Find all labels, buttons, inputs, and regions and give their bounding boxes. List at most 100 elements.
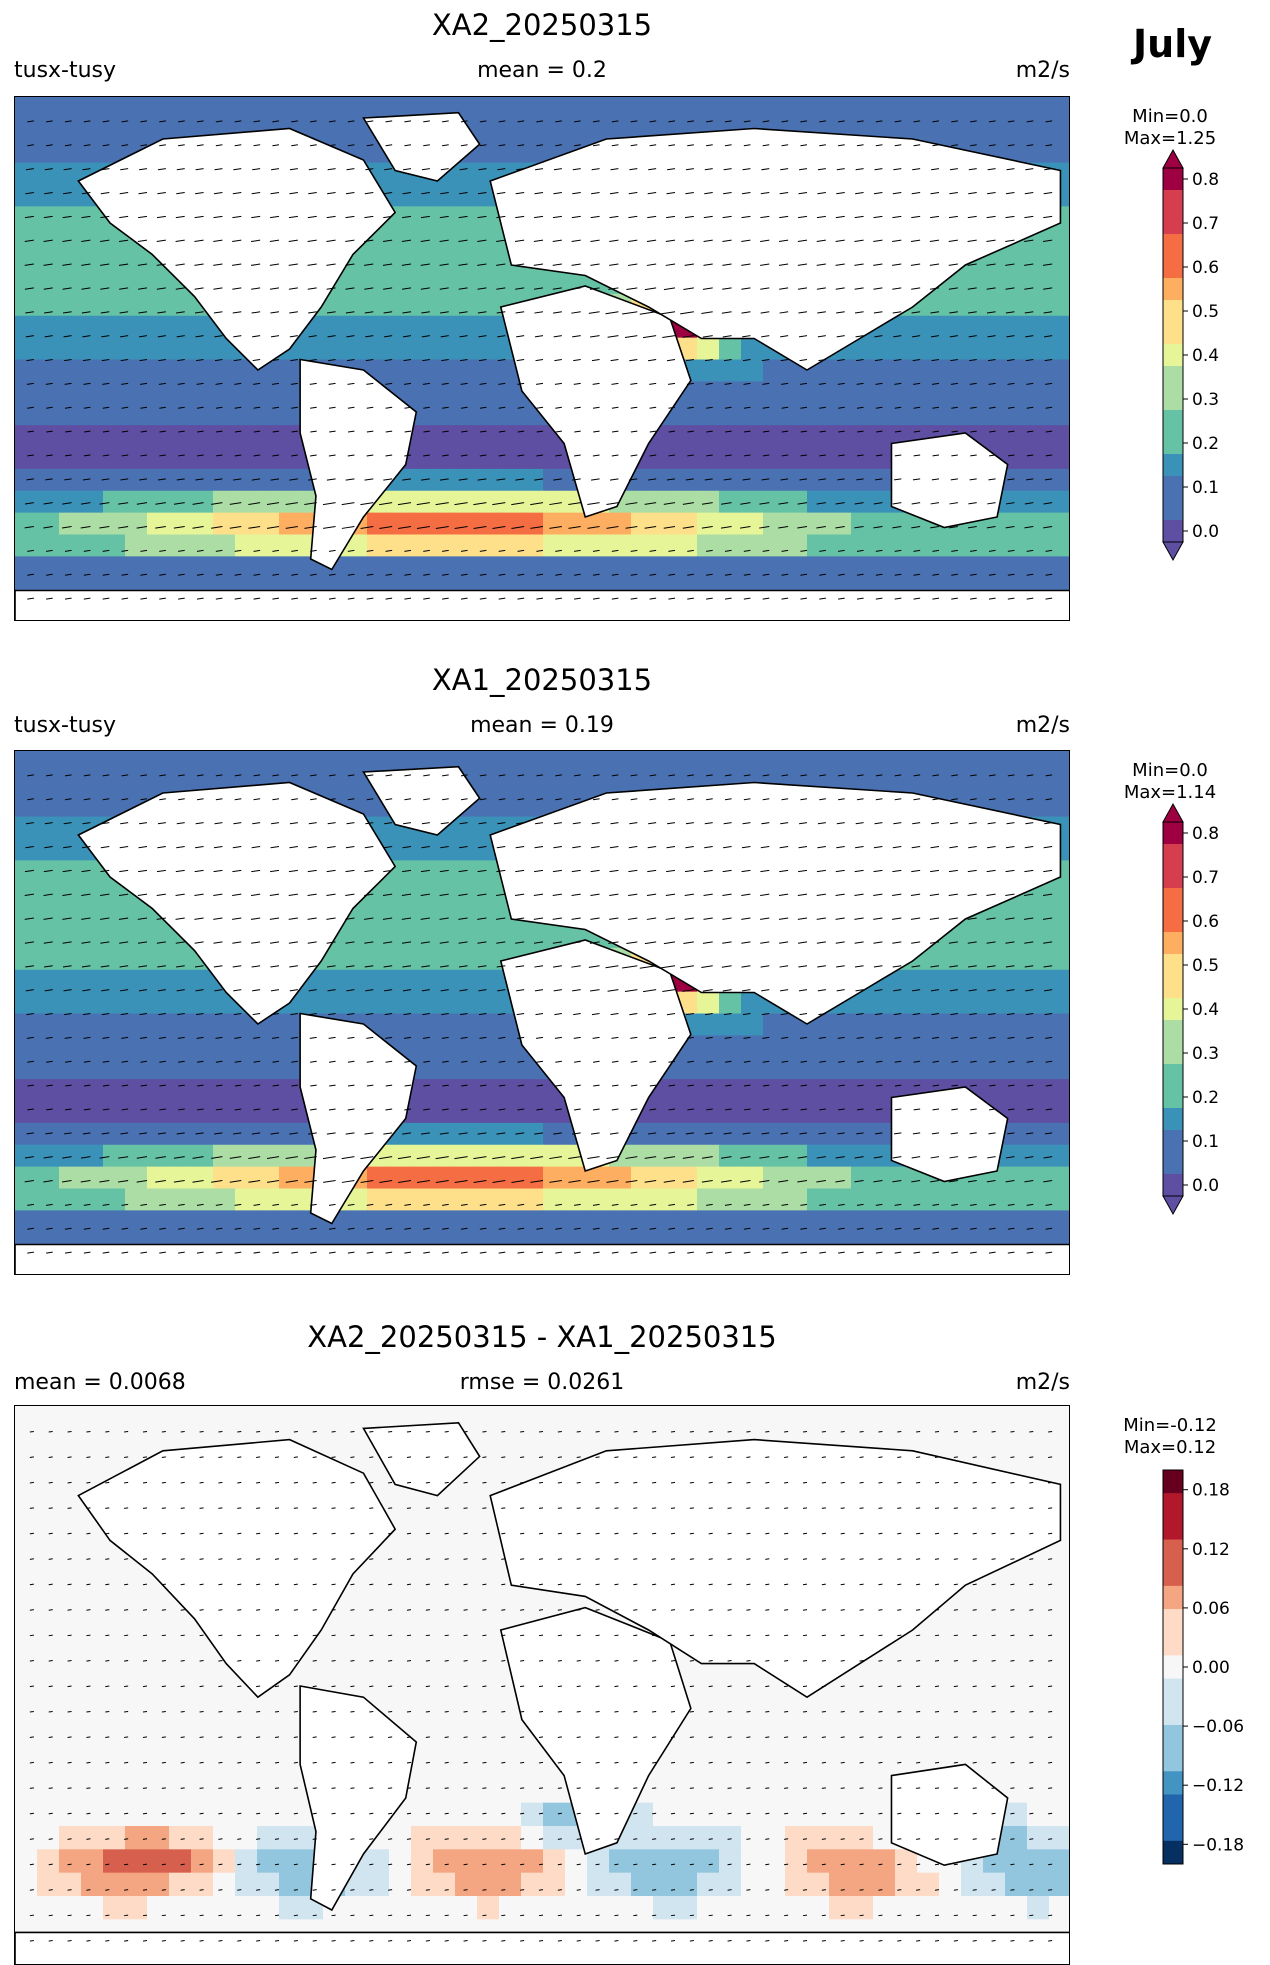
vector-arrow: [1026, 1227, 1034, 1230]
vector-arrow: [836, 965, 845, 968]
vector-arrow: [253, 774, 261, 777]
vector-arrow: [24, 263, 34, 266]
vector-arrow: [43, 287, 53, 290]
field-cell: [719, 1406, 742, 1430]
field-cell: [1027, 447, 1050, 470]
vector-arrow: [178, 573, 185, 576]
field-cell: [763, 1166, 786, 1190]
vector-arrow: [722, 989, 732, 992]
vector-arrow: [611, 774, 619, 777]
vector-arrow: [706, 597, 713, 600]
vector-arrow: [1044, 1132, 1053, 1135]
vector-arrow: [552, 311, 562, 314]
field-cell: [983, 315, 1006, 339]
field-cell: [895, 772, 918, 796]
vector-arrow: [46, 1060, 53, 1063]
vector-arrow: [932, 1084, 940, 1087]
vector-arrow: [285, 526, 298, 529]
field-cell: [1027, 1144, 1050, 1168]
vector-arrow: [46, 1108, 53, 1111]
vector-arrow: [195, 1132, 204, 1135]
field-cell: [257, 1188, 280, 1211]
vector-arrow: [1007, 798, 1015, 801]
vector-arrow: [838, 430, 845, 433]
field-cell: [873, 337, 896, 361]
field-cell: [191, 1406, 214, 1430]
vector-arrow: [195, 191, 204, 195]
colorbar-step: [1163, 1020, 1183, 1043]
field-cell: [851, 97, 874, 120]
vector-arrow: [913, 144, 921, 147]
vector-arrow: [291, 1251, 298, 1254]
vector-arrow: [229, 526, 242, 529]
field-cell: [609, 512, 632, 536]
field-cell: [1005, 969, 1028, 993]
vector-arrow: [347, 798, 355, 801]
vector-arrow: [62, 917, 72, 920]
field-cell: [191, 991, 214, 1015]
field-cell: [851, 1122, 874, 1146]
field-cell: [81, 882, 104, 905]
vector-arrow: [706, 1251, 713, 1254]
vector-arrow: [498, 1203, 506, 1206]
vector-arrow: [102, 406, 110, 409]
vector-arrow: [723, 845, 732, 849]
field-cell: [367, 272, 390, 295]
field-cell: [455, 1188, 478, 1211]
vector-arrow: [156, 263, 166, 266]
vector-arrow: [46, 573, 53, 576]
vector-arrow: [102, 1203, 110, 1206]
vector-arrow: [81, 917, 91, 920]
vector-arrow: [819, 120, 826, 123]
field-cell: [1005, 1144, 1028, 1168]
vector-arrow: [496, 311, 506, 314]
field-cell: [279, 1035, 302, 1058]
vector-arrow: [630, 406, 638, 409]
vector-arrow: [611, 573, 619, 576]
vector-arrow: [838, 549, 845, 552]
vector-arrow: [385, 1084, 393, 1087]
field-cell: [455, 882, 478, 905]
field-cell: [939, 1035, 962, 1058]
vector-arrow: [854, 1180, 864, 1183]
vector-arrow: [951, 798, 958, 801]
vector-arrow: [665, 239, 676, 243]
vector-arrow: [383, 1132, 393, 1135]
vector-arrow: [932, 798, 940, 801]
field-cell: [1049, 1406, 1069, 1430]
vector-arrow: [590, 263, 600, 266]
vector-arrow: [854, 917, 864, 920]
field-cell: [1049, 1079, 1069, 1102]
vector-arrow: [364, 845, 374, 849]
field-cell: [15, 293, 38, 317]
vector-arrow: [366, 549, 374, 552]
field-cell: [939, 751, 962, 774]
vector-arrow: [913, 597, 921, 600]
vector-arrow: [800, 774, 808, 777]
vector-arrow: [778, 502, 789, 505]
field-cell: [785, 490, 808, 514]
vector-arrow: [322, 502, 336, 506]
vector-arrow: [912, 989, 921, 992]
field-cell: [59, 1057, 82, 1080]
field-cell: [433, 468, 456, 492]
field-cell: [257, 468, 280, 492]
field-cell: [851, 991, 874, 1015]
vector-arrow: [385, 573, 393, 576]
vector-arrow: [1007, 1203, 1015, 1206]
vector-arrow: [404, 1251, 412, 1254]
vector-arrow: [798, 845, 808, 849]
vector-arrow: [497, 1013, 506, 1016]
vector-arrow: [1026, 1084, 1034, 1087]
vector-arrow: [101, 989, 110, 992]
vector-arrow: [781, 597, 789, 600]
vector-arrow: [178, 774, 185, 777]
field-cell: [917, 337, 940, 361]
vector-arrow: [967, 526, 977, 529]
vector-arrow: [592, 1108, 600, 1111]
vector-arrow: [102, 144, 110, 147]
vector-arrow: [838, 120, 845, 123]
vector-arrow: [778, 526, 789, 529]
vector-arrow: [873, 311, 883, 314]
vector-arrow: [158, 1036, 166, 1039]
